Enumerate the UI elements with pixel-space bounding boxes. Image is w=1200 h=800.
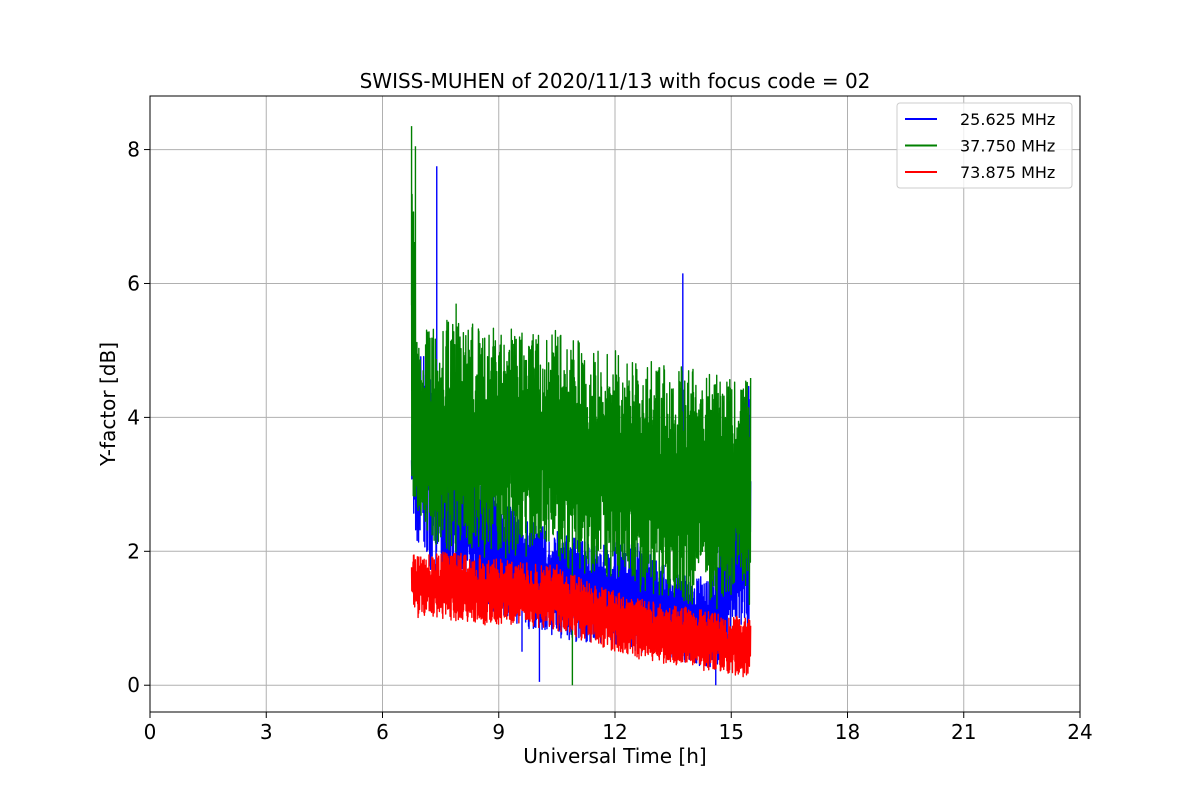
series-line-2 <box>410 126 752 686</box>
legend: 25.625 MHz 37.750 MHz 73.875 MHz <box>896 102 1073 189</box>
x-tick-label: 24 <box>1067 720 1092 744</box>
series-line-3 <box>410 551 752 678</box>
x-tick-label: 0 <box>144 720 157 744</box>
legend-box <box>896 102 1073 189</box>
legend-label: 37.750 MHz <box>960 137 1055 156</box>
x-tick-label: 21 <box>951 720 976 744</box>
y-tick-label: 0 <box>127 673 140 697</box>
x-tick-label: 18 <box>835 720 860 744</box>
y-tick-label: 4 <box>127 405 140 429</box>
y-tick-label: 8 <box>127 138 140 162</box>
x-tick-label: 9 <box>492 720 505 744</box>
y-axis: 0 2 4 6 8 <box>127 138 150 697</box>
x-tick-label: 6 <box>376 720 389 744</box>
y-axis-title: Y-factor [dB] <box>96 342 120 467</box>
chart-title: SWISS-MUHEN of 2020/11/13 with focus cod… <box>360 69 871 93</box>
series-layer <box>410 126 752 686</box>
legend-label: 73.875 MHz <box>960 163 1055 182</box>
legend-label: 25.625 MHz <box>960 110 1055 129</box>
y-tick-label: 6 <box>127 271 140 295</box>
x-tick-label: 15 <box>719 720 744 744</box>
x-tick-label: 3 <box>260 720 273 744</box>
y-tick-label: 2 <box>127 539 140 563</box>
x-tick-label: 12 <box>602 720 627 744</box>
x-axis-title: Universal Time [h] <box>523 744 706 768</box>
x-axis: 0 3 6 9 12 15 18 21 24 <box>144 712 1093 744</box>
